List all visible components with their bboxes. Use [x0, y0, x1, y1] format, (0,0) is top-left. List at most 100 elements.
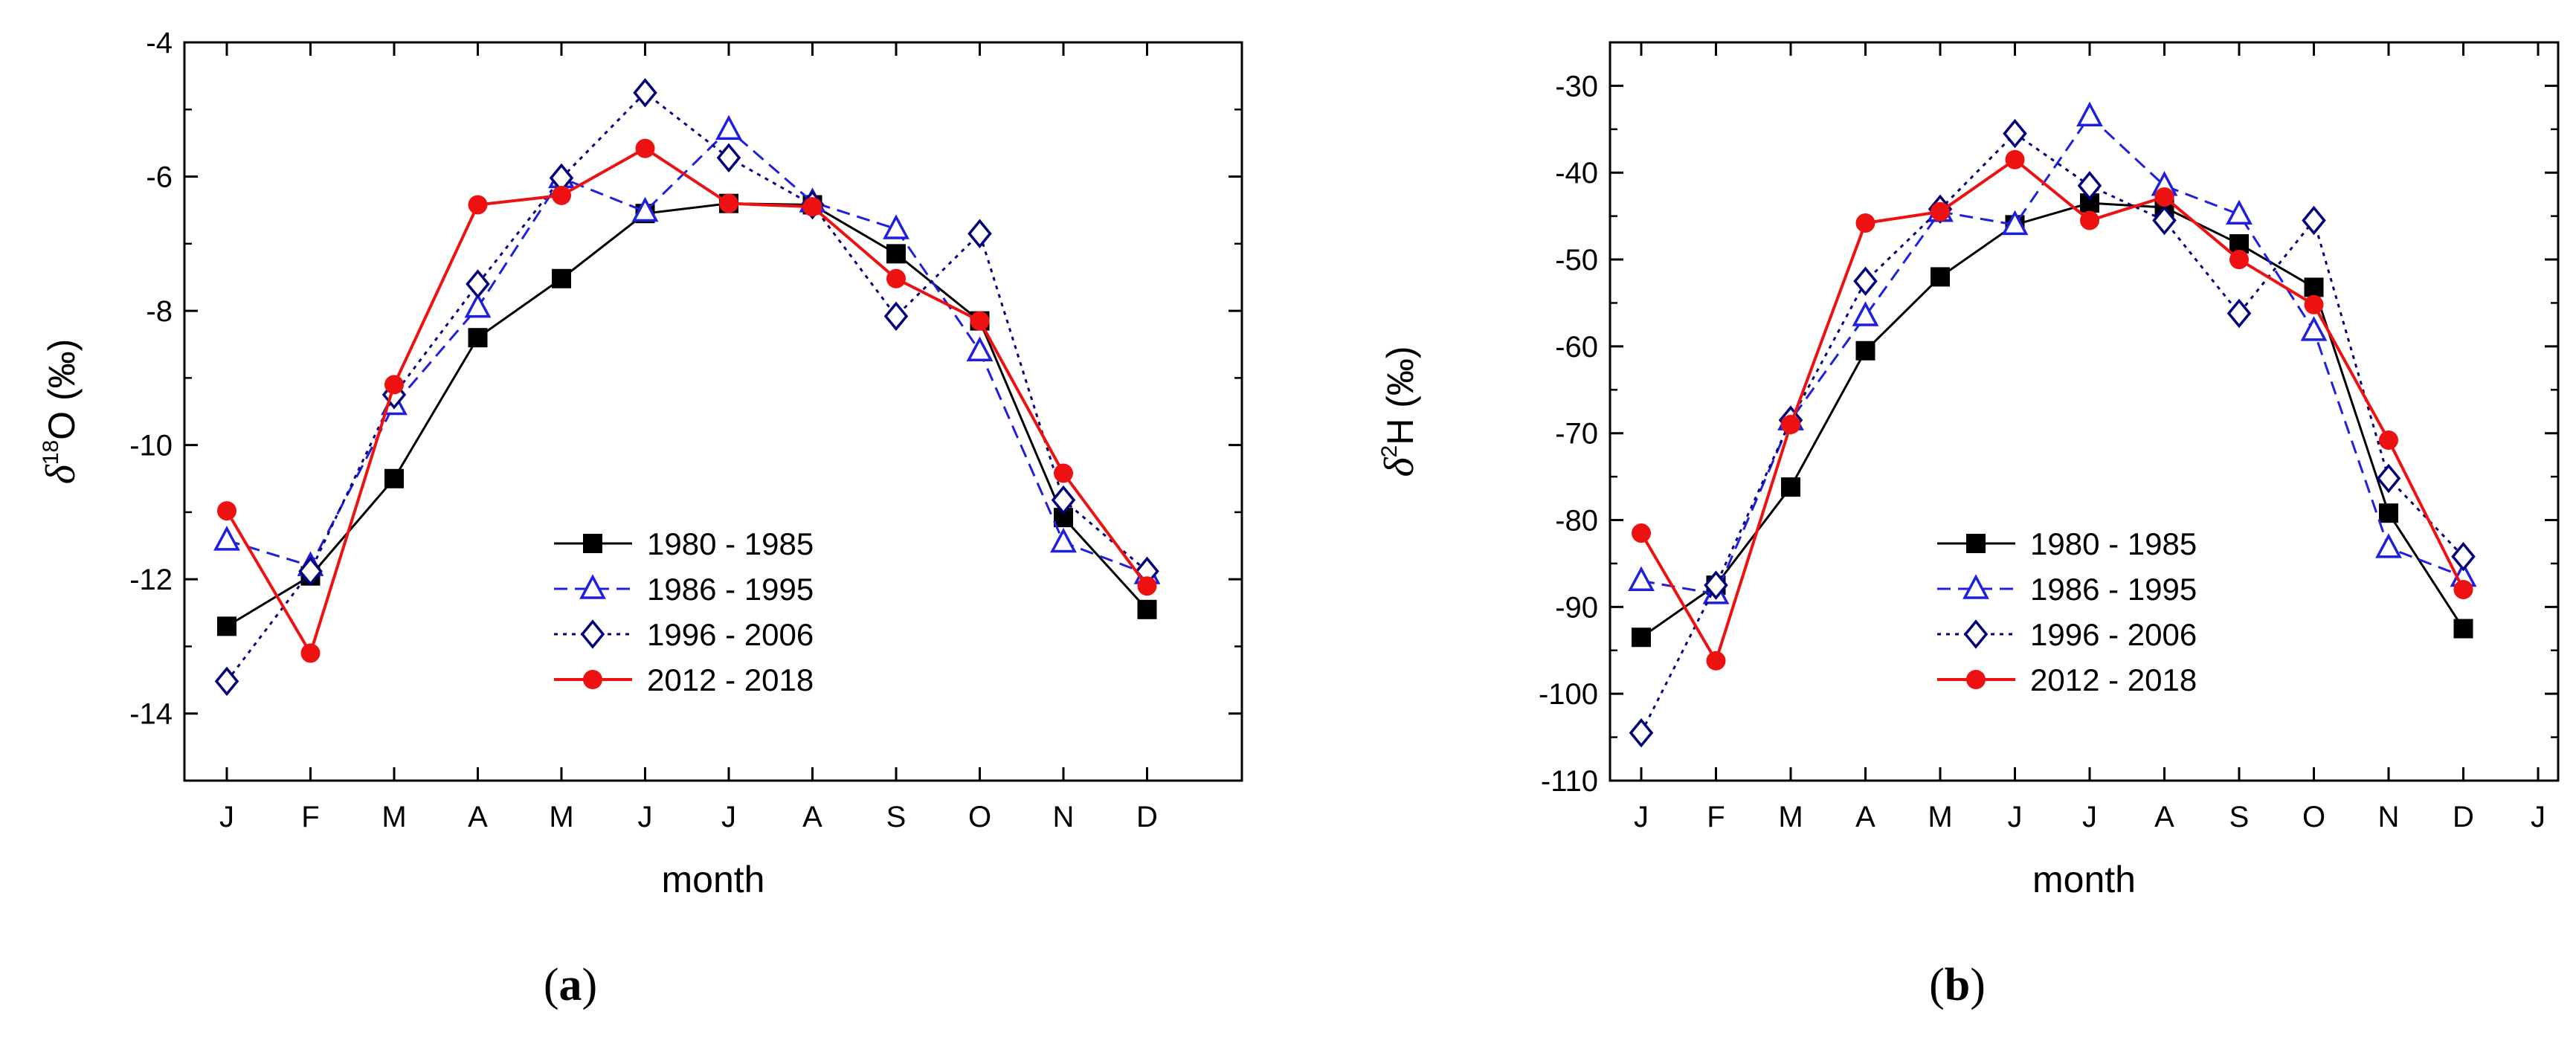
data-point — [2379, 430, 2398, 451]
data-point — [1632, 627, 1651, 648]
legend-label: 1996 - 2006 — [2030, 617, 2197, 652]
x-tick-label: O — [2302, 801, 2325, 833]
y-tick-label: -6 — [146, 161, 173, 194]
data-point — [298, 556, 323, 587]
legend-marker — [579, 574, 606, 599]
legend-marker — [583, 670, 602, 689]
data-point — [2077, 171, 2102, 201]
data-point — [1931, 201, 1950, 222]
legend-label: 1986 - 1995 — [647, 572, 814, 607]
panel-label: (a) — [544, 960, 597, 1010]
data-point — [1781, 477, 1800, 497]
data-point — [2005, 149, 2025, 170]
data-point — [384, 468, 404, 488]
data-point — [633, 77, 657, 108]
data-point — [552, 268, 571, 288]
y-tick-label: -100 — [1539, 678, 1598, 711]
panel-label-open: ( — [1929, 960, 1945, 1010]
series-line — [1640, 158, 2465, 665]
x-tick-label: J — [2008, 801, 2023, 833]
data-point — [886, 268, 906, 288]
data-point — [970, 311, 990, 331]
x-tick-label: A — [802, 801, 822, 833]
data-point — [217, 616, 236, 636]
y-axis-title-superscript: 2 — [1377, 445, 1402, 458]
y-tick-label: -110 — [1541, 765, 1598, 798]
data-point — [213, 526, 240, 551]
data-point — [217, 501, 236, 521]
data-point — [1051, 485, 1076, 515]
data-point — [384, 375, 404, 395]
legend-marker — [1962, 574, 1989, 599]
y-axis-title-delta: δ — [1376, 457, 1423, 477]
y-tick-label: -80 — [1555, 505, 1598, 538]
data-point — [1137, 576, 1157, 596]
x-tick-label: D — [2453, 801, 2474, 833]
data-point — [2229, 250, 2249, 270]
x-tick-label: F — [1707, 801, 1725, 833]
x-tick-label: A — [1855, 801, 1875, 833]
data-point — [2076, 101, 2103, 127]
x-tick-label: J — [721, 801, 736, 833]
x-tick-label: M — [549, 801, 573, 833]
data-point — [635, 138, 655, 158]
x-tick-label: J — [2531, 801, 2546, 833]
series-line — [225, 91, 1148, 682]
data-point — [2376, 463, 2401, 494]
y-tick-label: -8 — [146, 295, 173, 328]
data-point — [2453, 619, 2473, 639]
data-point — [1852, 301, 1879, 326]
x-tick-label: A — [2154, 801, 2174, 833]
data-point — [1853, 266, 1878, 297]
series-line — [225, 146, 1149, 657]
data-point — [2154, 187, 2174, 207]
x-tick-label: J — [638, 801, 653, 833]
data-point — [552, 185, 571, 205]
data-point — [1050, 527, 1077, 553]
data-point — [883, 214, 909, 239]
series-1996-2006 — [214, 77, 1159, 697]
chart-panel-b: -110 -100 -90 -80 -70 -60 -50 -40 -30 J F M A M J J A S O N… — [1376, 41, 2560, 1010]
data-point — [2304, 294, 2324, 314]
data-point — [1704, 570, 1728, 600]
legend-marker — [1966, 534, 1986, 553]
y-axis-title: δ2H (‰) — [1376, 346, 1423, 477]
legend-label: 1980 - 1985 — [2030, 526, 2197, 561]
data-point — [2226, 199, 2253, 225]
data-point — [2080, 210, 2099, 230]
legend-marker — [580, 619, 605, 649]
data-point — [1706, 651, 1726, 671]
data-point — [1054, 463, 1073, 483]
legend-marker — [583, 534, 602, 553]
data-point — [214, 666, 239, 697]
data-point — [1632, 523, 1651, 543]
x-tick-label: M — [1778, 801, 1803, 833]
panel-label-close: ) — [1970, 960, 1986, 1010]
data-point — [2304, 277, 2324, 297]
data-point — [2379, 503, 2398, 523]
data-point — [1781, 415, 1800, 435]
y-tick-label: -12 — [129, 564, 173, 596]
data-point — [1628, 566, 1655, 592]
data-point — [2300, 316, 2328, 341]
series-line — [226, 202, 1148, 627]
data-point — [468, 328, 488, 348]
data-point — [802, 197, 822, 217]
data-point — [464, 292, 492, 318]
data-point — [1855, 341, 1875, 361]
y-tick-label: -40 — [1555, 157, 1598, 190]
x-tick-label: F — [301, 801, 319, 833]
data-point — [2375, 533, 2402, 558]
x-tick-label: A — [468, 801, 488, 833]
data-point — [716, 143, 741, 173]
x-tick-label: N — [1053, 801, 1075, 833]
data-point — [466, 269, 490, 299]
legend-label: 2012 - 2018 — [2030, 662, 2197, 697]
data-point — [2451, 541, 2476, 572]
y-tick-label: -10 — [129, 430, 173, 462]
data-point — [631, 196, 659, 222]
y-tick-label: -4 — [146, 27, 173, 59]
